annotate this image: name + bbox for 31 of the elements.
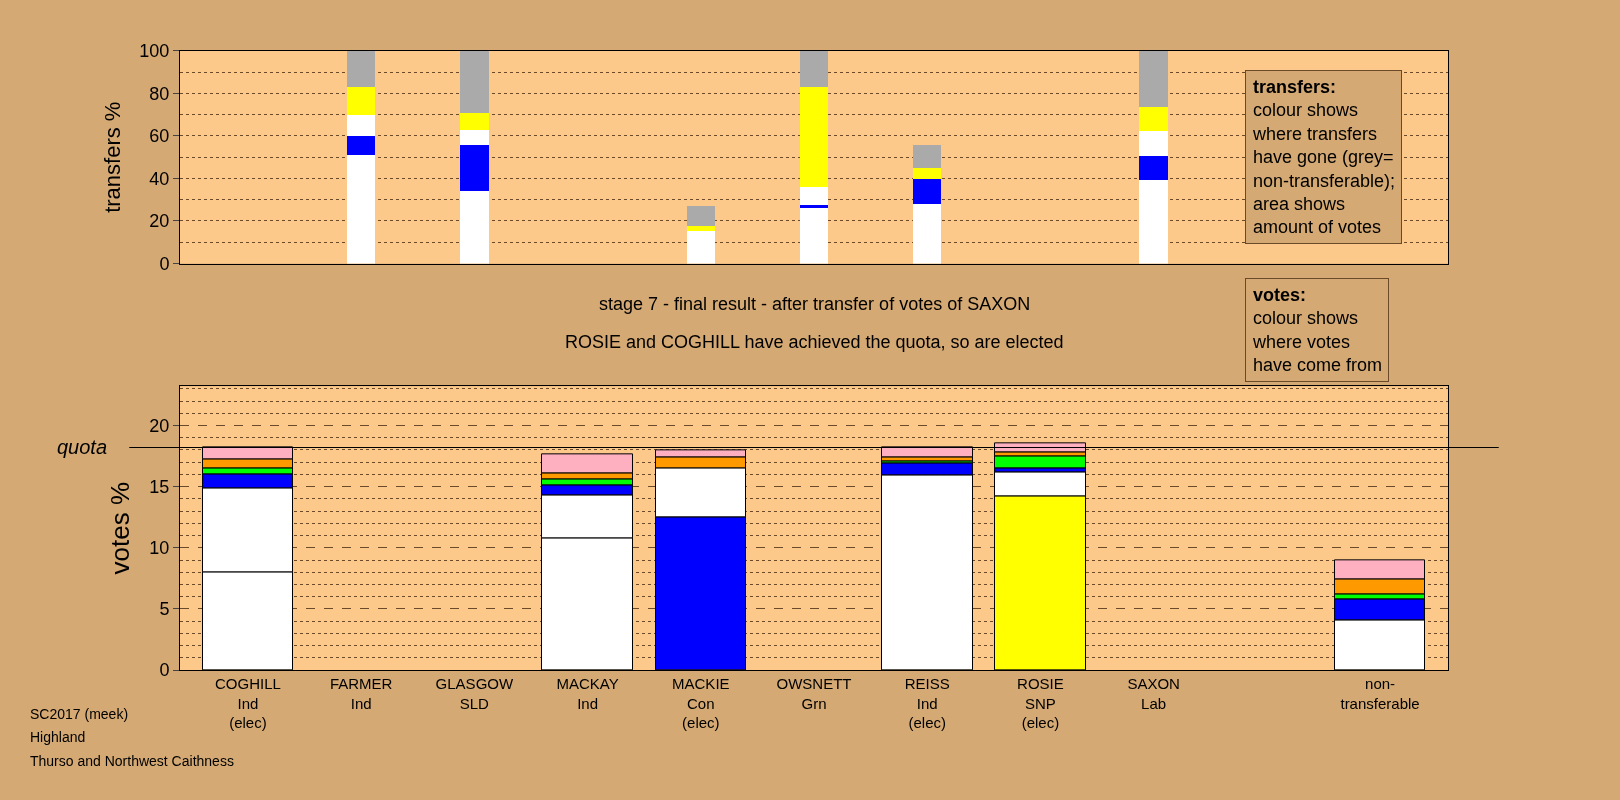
y-tick-label: 5 <box>159 599 170 620</box>
y-axis-title: transfers % <box>100 101 126 213</box>
ref-line-label: quota <box>57 436 108 458</box>
y-tick-label: 0 <box>159 660 170 681</box>
y-tick-label: 40 <box>149 168 170 189</box>
y-tick-label: 60 <box>149 126 170 147</box>
y-tick-label: 100 <box>139 41 170 62</box>
chart-subtitle: ROSIE and COGHILL have achieved the quota, so are elected <box>565 332 1064 352</box>
text: Thurso and Northwest Caithness <box>30 753 234 769</box>
x-tick-label: GLASGOW SLD <box>435 675 514 712</box>
x-tick-label: MACKIE Con (elec) <box>672 675 730 732</box>
x-tick-label: ROSIE SNP (elec) <box>1017 675 1064 732</box>
text: Highland <box>30 729 86 745</box>
y-tick-label: 80 <box>149 83 170 104</box>
y-axis-title: votes % <box>104 481 135 575</box>
y-tick-label: 15 <box>149 476 170 497</box>
y-tick-label: 10 <box>149 538 170 559</box>
y-tick-label: 20 <box>149 211 170 232</box>
x-tick-label: FARMER Ind <box>329 675 393 712</box>
chart-title: stage 7 - final result - after transfer of votes of SAXON <box>599 294 1031 314</box>
y-tick-label: 0 <box>159 253 170 274</box>
x-tick-label: COGHILL Ind (elec) <box>215 675 281 732</box>
y-tick-label: 20 <box>149 415 170 436</box>
x-tick-label: MACKAY Ind <box>556 675 619 712</box>
x-tick-label: non- transferable <box>1340 675 1420 712</box>
x-tick-label: SAXON Lab <box>1127 675 1180 712</box>
text: SC2017 (meek) <box>30 706 129 722</box>
text: votes: colour shows where votes have come from <box>1252 285 1383 376</box>
x-tick-label: REISS Ind (elec) <box>904 675 950 732</box>
x-tick-label: OWSNETT Grn <box>776 675 852 712</box>
annotation: transfers: colour shows where transfers have gone (grey= non-transferable); area shows amount of votes <box>1252 77 1396 238</box>
